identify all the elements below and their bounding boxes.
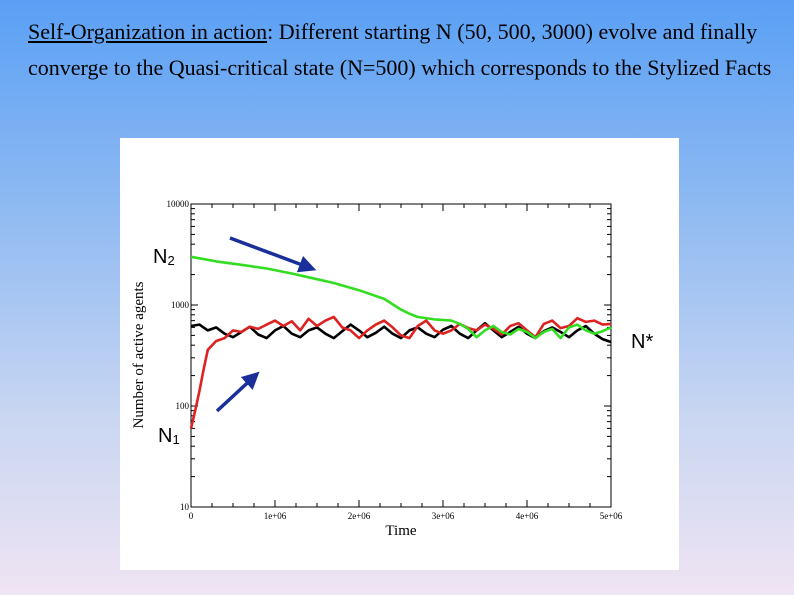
series-line-black (190, 321, 612, 344)
label-nstar: N* (631, 331, 653, 353)
x-tick-label: 2e+06 (348, 511, 371, 521)
plot-frame (190, 203, 612, 508)
title-underlined: Self-Organization in action (28, 19, 268, 44)
y-axis-label: Number of active agents (131, 281, 147, 428)
x-tick-label: 1e+06 (264, 511, 287, 521)
x-tick-label: 5e+06 (600, 511, 623, 521)
y-tick-label: 100 (176, 401, 190, 411)
x-tick-label: 4e+06 (516, 511, 539, 521)
slide-title: Self-Organization in action: Different s… (28, 14, 788, 86)
tick-marks (190, 204, 612, 508)
x-tick-label: 0 (189, 511, 194, 521)
y-tick-label: 10 (180, 502, 190, 512)
series-lines (189, 255, 612, 429)
x-tick-label: 3e+06 (432, 511, 455, 521)
arrow-n2 (229, 236, 317, 273)
title-rest: : Different starting N (50, 500, 3000) e… (28, 19, 772, 80)
y-tick-label: 10000 (167, 199, 190, 209)
x-axis-label: Time (385, 523, 416, 539)
tick-labels: 0 1e+06 2e+06 3e+06 4e+06 5e+06 10 100 1000 10000 (167, 199, 623, 521)
chart-panel: 0 1e+06 2e+06 3e+06 4e+06 5e+06 10 100 1000 10000… (120, 138, 679, 570)
arrow-n1 (215, 371, 260, 413)
series-line-green (190, 255, 612, 340)
chart: 0 1e+06 2e+06 3e+06 4e+06 5e+06 10 100 1000 10000… (131, 199, 653, 539)
label-n2: N2 (153, 246, 175, 268)
label-n1: N1 (158, 425, 180, 447)
y-tick-label: 1000 (171, 300, 190, 310)
series-line-red (189, 315, 612, 429)
